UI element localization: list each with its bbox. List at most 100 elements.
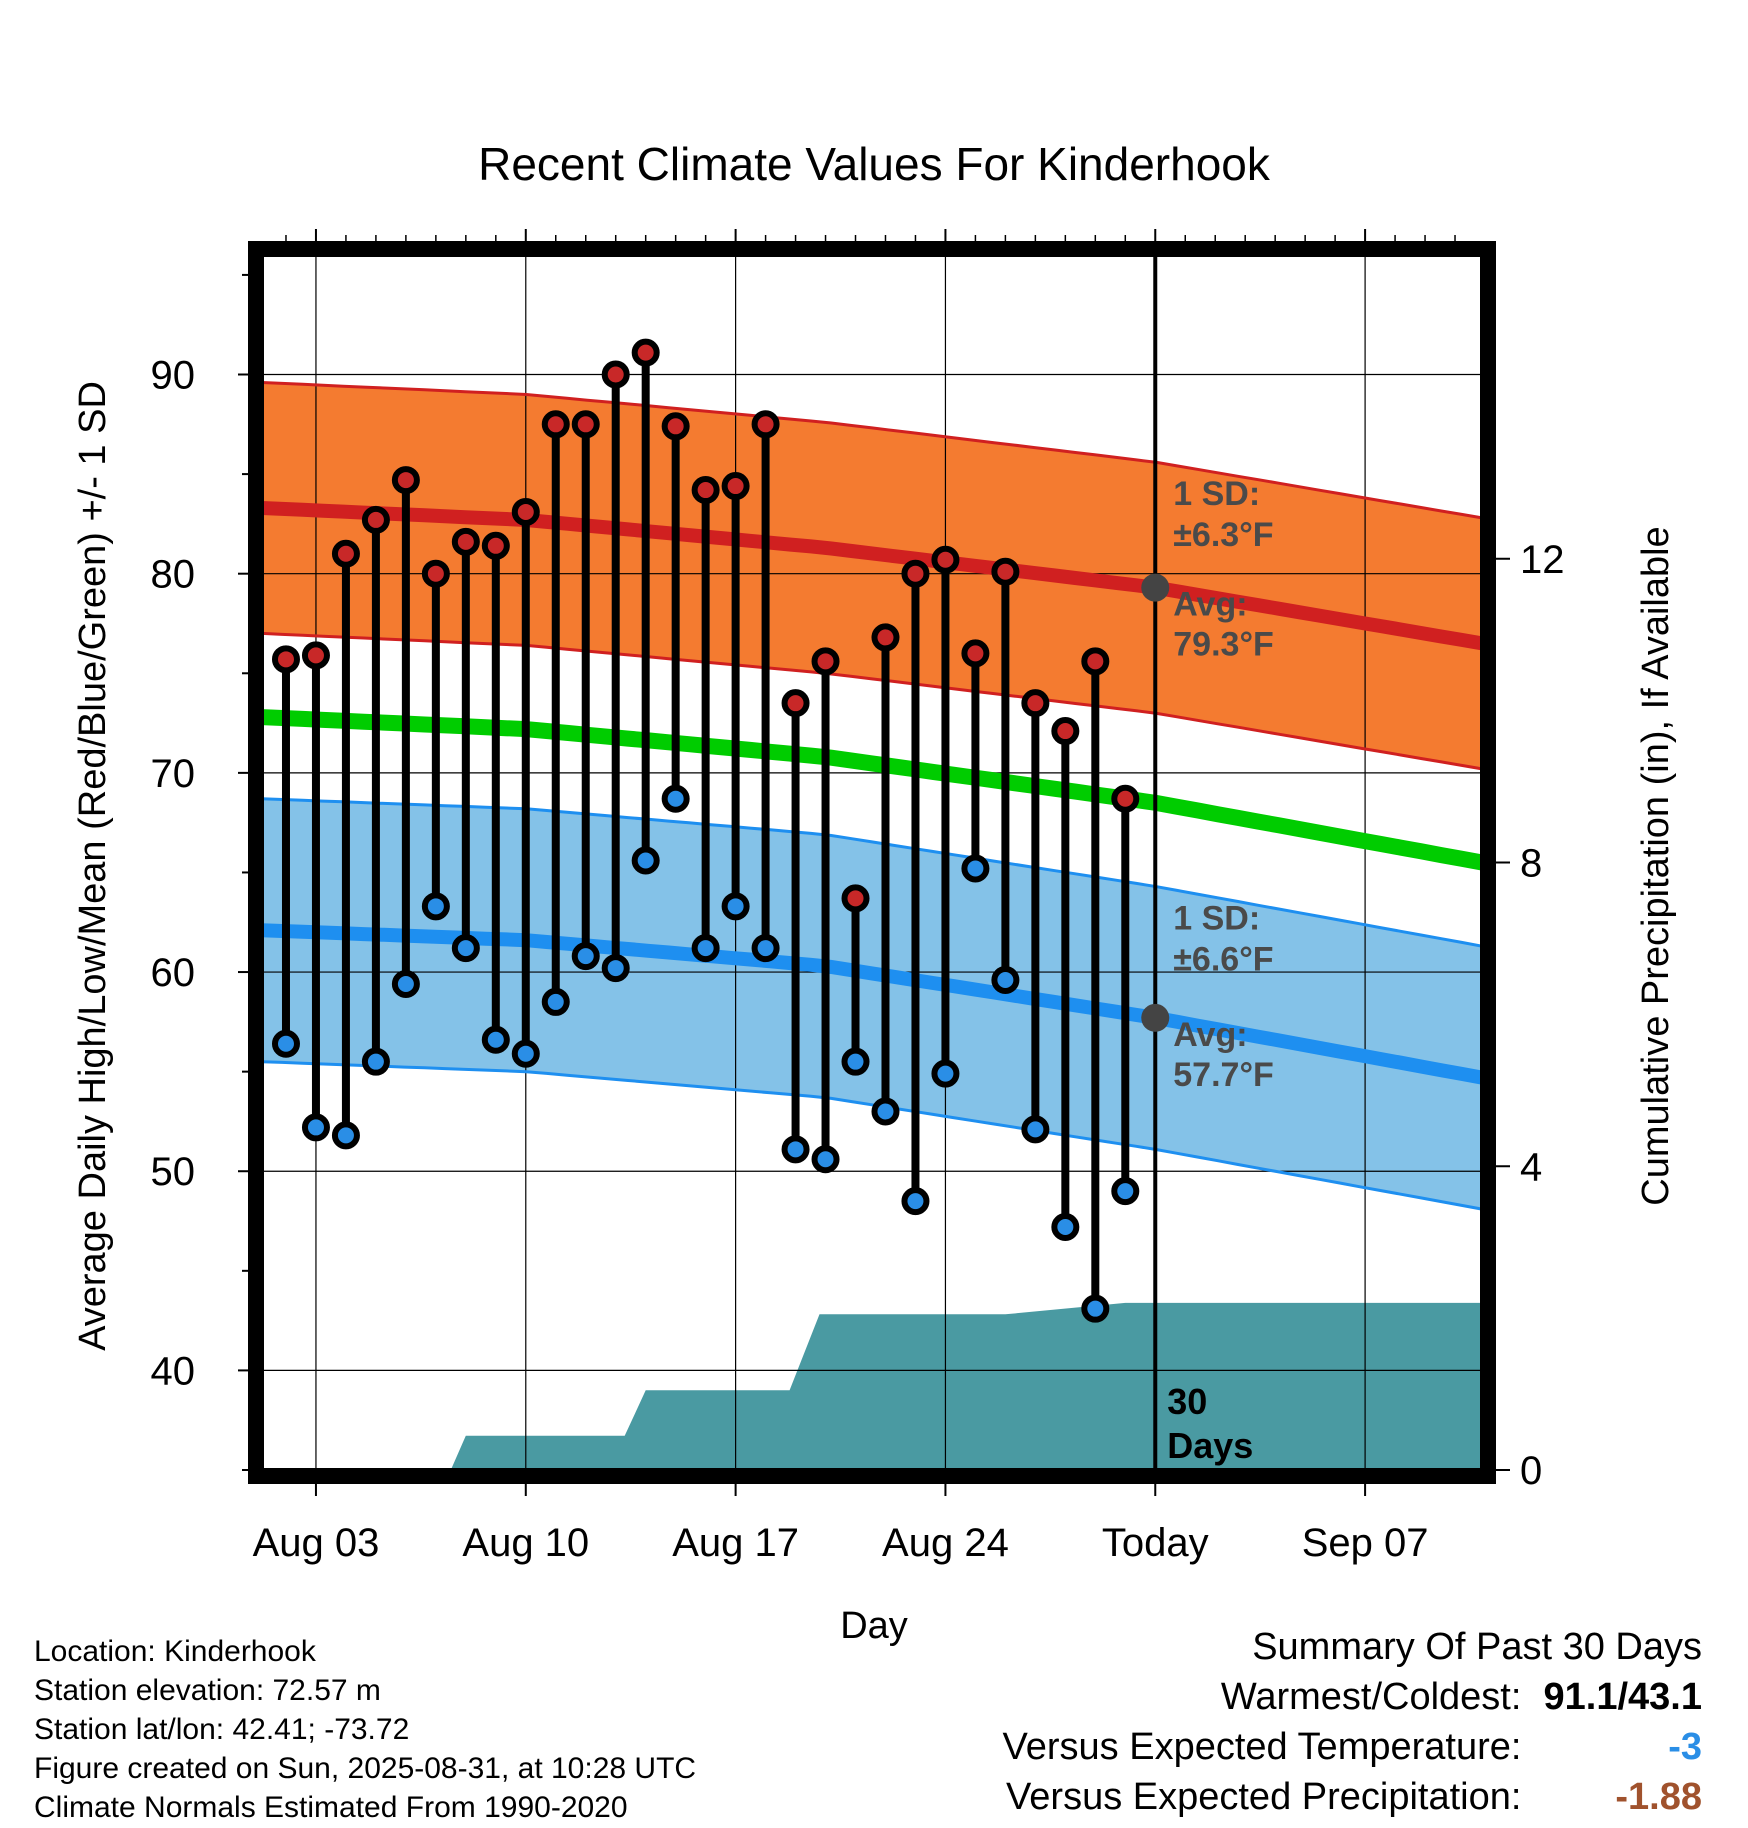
- x-axis-label: Day: [840, 1605, 908, 1647]
- obs-high-point-3: [361, 505, 390, 534]
- low-sd-lower-line: [261, 1060, 1483, 1211]
- obs-high-point-27: [1081, 647, 1110, 676]
- obs-high-point-15: [721, 472, 750, 501]
- normals-text: Climate Normals Estimated From 1990-2020: [34, 1791, 628, 1824]
- x-tick-label-2: Aug 17: [672, 1521, 799, 1565]
- low-sd-band: [262, 798, 1482, 1210]
- temp-vs-expected-label: Versus Expected Temperature:: [1002, 1726, 1522, 1768]
- obs-low-point-1: [301, 1113, 330, 1142]
- period-label-line1: 30: [1167, 1381, 1207, 1422]
- y-tick-label-60: 60: [151, 951, 196, 995]
- y-axis-label-left: Average Daily High/Low/Mean (Red/Blue/Gr…: [72, 381, 114, 1351]
- obs-low-point-15: [721, 892, 750, 921]
- summary-warm-cold-row: Warmest/Coldest: 91.1/43.1: [1003, 1672, 1702, 1722]
- obs-low-point-4: [391, 970, 420, 998]
- obs-low-point-28: [1111, 1177, 1140, 1206]
- y-tick-label-90: 90: [151, 354, 196, 398]
- warm-cold-value: 91.1/43.1: [1543, 1676, 1702, 1718]
- obs-high-point-8: [511, 497, 540, 526]
- y2-tick-label-8: 8: [1520, 842, 1542, 886]
- obs-high-point-24: [991, 557, 1020, 586]
- obs-low-point-22: [931, 1059, 960, 1088]
- obs-high-point-12: [631, 338, 660, 367]
- obs-low-point-11: [601, 954, 630, 983]
- high-avg-value: 79.3°F: [1173, 626, 1274, 664]
- obs-high-point-13: [661, 412, 690, 441]
- obs-high-point-11: [601, 360, 630, 389]
- period-label-line2: Days: [1167, 1425, 1253, 1466]
- obs-high-point-2: [331, 539, 360, 568]
- y-tick-label-70: 70: [151, 752, 196, 796]
- obs-low-point-20: [871, 1097, 900, 1126]
- y-tick-label-80: 80: [151, 553, 196, 597]
- high-avg-label: Avg:: [1173, 586, 1247, 624]
- obs-low-point-6: [451, 934, 480, 963]
- obs-high-point-19: [841, 884, 870, 913]
- obs-low-point-14: [691, 934, 720, 963]
- obs-high-point-18: [811, 647, 840, 676]
- obs-low-point-8: [511, 1039, 540, 1068]
- obs-low-point-19: [841, 1047, 870, 1076]
- obs-high-point-17: [781, 689, 810, 718]
- high-sd-upper-line: [261, 381, 1483, 520]
- precip-area: [262, 1302, 1482, 1470]
- obs-low-point-5: [421, 892, 450, 921]
- obs-low-point-17: [781, 1135, 810, 1164]
- station-info: Location: Kinderhook Station elevation: …: [34, 1632, 696, 1827]
- obs-high-point-25: [1021, 689, 1050, 718]
- today-avg-low-marker: [1141, 1003, 1170, 1032]
- obs-high-point-5: [421, 559, 450, 588]
- obs-high-point-14: [691, 476, 720, 505]
- obs-low-point-23: [961, 854, 990, 883]
- warm-cold-label: Warmest/Coldest:: [1220, 1676, 1522, 1718]
- x-tick-label-3: Aug 24: [882, 1521, 1009, 1565]
- obs-high-point-6: [451, 527, 480, 556]
- x-tick-label-4: Today: [1102, 1521, 1209, 1565]
- low-avg-value: 57.7°F: [1173, 1056, 1274, 1094]
- chart-title: Recent Climate Values For Kinderhook: [478, 138, 1271, 190]
- obs-low-point-7: [481, 1025, 510, 1054]
- obs-high-point-26: [1051, 717, 1080, 746]
- obs-high-point-23: [961, 639, 990, 668]
- obs-low-point-16: [751, 934, 780, 963]
- low-avg-label: Avg:: [1173, 1016, 1247, 1054]
- obs-low-point-18: [811, 1145, 840, 1174]
- obs-high-point-0: [271, 645, 300, 674]
- elevation-text: Station elevation: 72.57 m: [34, 1674, 381, 1707]
- obs-low-point-3: [361, 1047, 390, 1076]
- obs-high-point-22: [931, 545, 960, 574]
- location-text: Location: Kinderhook: [34, 1635, 316, 1668]
- summary-panel: Summary Of Past 30 Days Warmest/Coldest:…: [1003, 1622, 1702, 1822]
- obs-high-point-4: [391, 466, 420, 495]
- y-tick-label-50: 50: [151, 1150, 196, 1194]
- obs-high-point-16: [751, 410, 780, 439]
- y2-tick-label-12: 12: [1520, 538, 1565, 582]
- precip-vs-expected-label: Versus Expected Precipitation:: [1006, 1776, 1522, 1818]
- high-sd-value: ±6.3°F: [1173, 516, 1273, 554]
- obs-high-point-1: [301, 641, 330, 670]
- high-sd-label: 1 SD:: [1173, 475, 1260, 513]
- obs-high-point-9: [541, 410, 570, 439]
- obs-high-point-10: [571, 410, 600, 439]
- created-text: Figure created on Sun, 2025-08-31, at 10…: [34, 1752, 697, 1785]
- obs-low-point-24: [991, 966, 1020, 995]
- obs-low-point-10: [571, 942, 600, 971]
- y-axis-label-right: Cumulative Precipitation (in), If Availa…: [1635, 526, 1677, 1205]
- obs-low-point-21: [901, 1187, 930, 1216]
- precip-vs-expected-value: -1.88: [1615, 1776, 1702, 1818]
- low-sd-label: 1 SD:: [1173, 899, 1260, 937]
- summary-precip-row: Versus Expected Precipitation: -1.88: [1003, 1772, 1702, 1822]
- obs-low-point-2: [331, 1121, 360, 1150]
- obs-low-point-12: [631, 846, 660, 875]
- latlon-text: Station lat/lon: 42.41; -73.72: [34, 1713, 410, 1746]
- obs-low-point-25: [1021, 1115, 1050, 1144]
- obs-low-point-27: [1081, 1294, 1110, 1323]
- summary-title: Summary Of Past 30 Days: [1252, 1626, 1702, 1668]
- obs-low-point-26: [1051, 1213, 1080, 1241]
- x-tick-label-0: Aug 03: [253, 1521, 380, 1565]
- avg-high-line: [261, 501, 1484, 651]
- low-sd-value: ±6.6°F: [1173, 940, 1273, 978]
- x-tick-label-5: Sep 07: [1302, 1521, 1429, 1565]
- obs-low-point-13: [661, 784, 690, 813]
